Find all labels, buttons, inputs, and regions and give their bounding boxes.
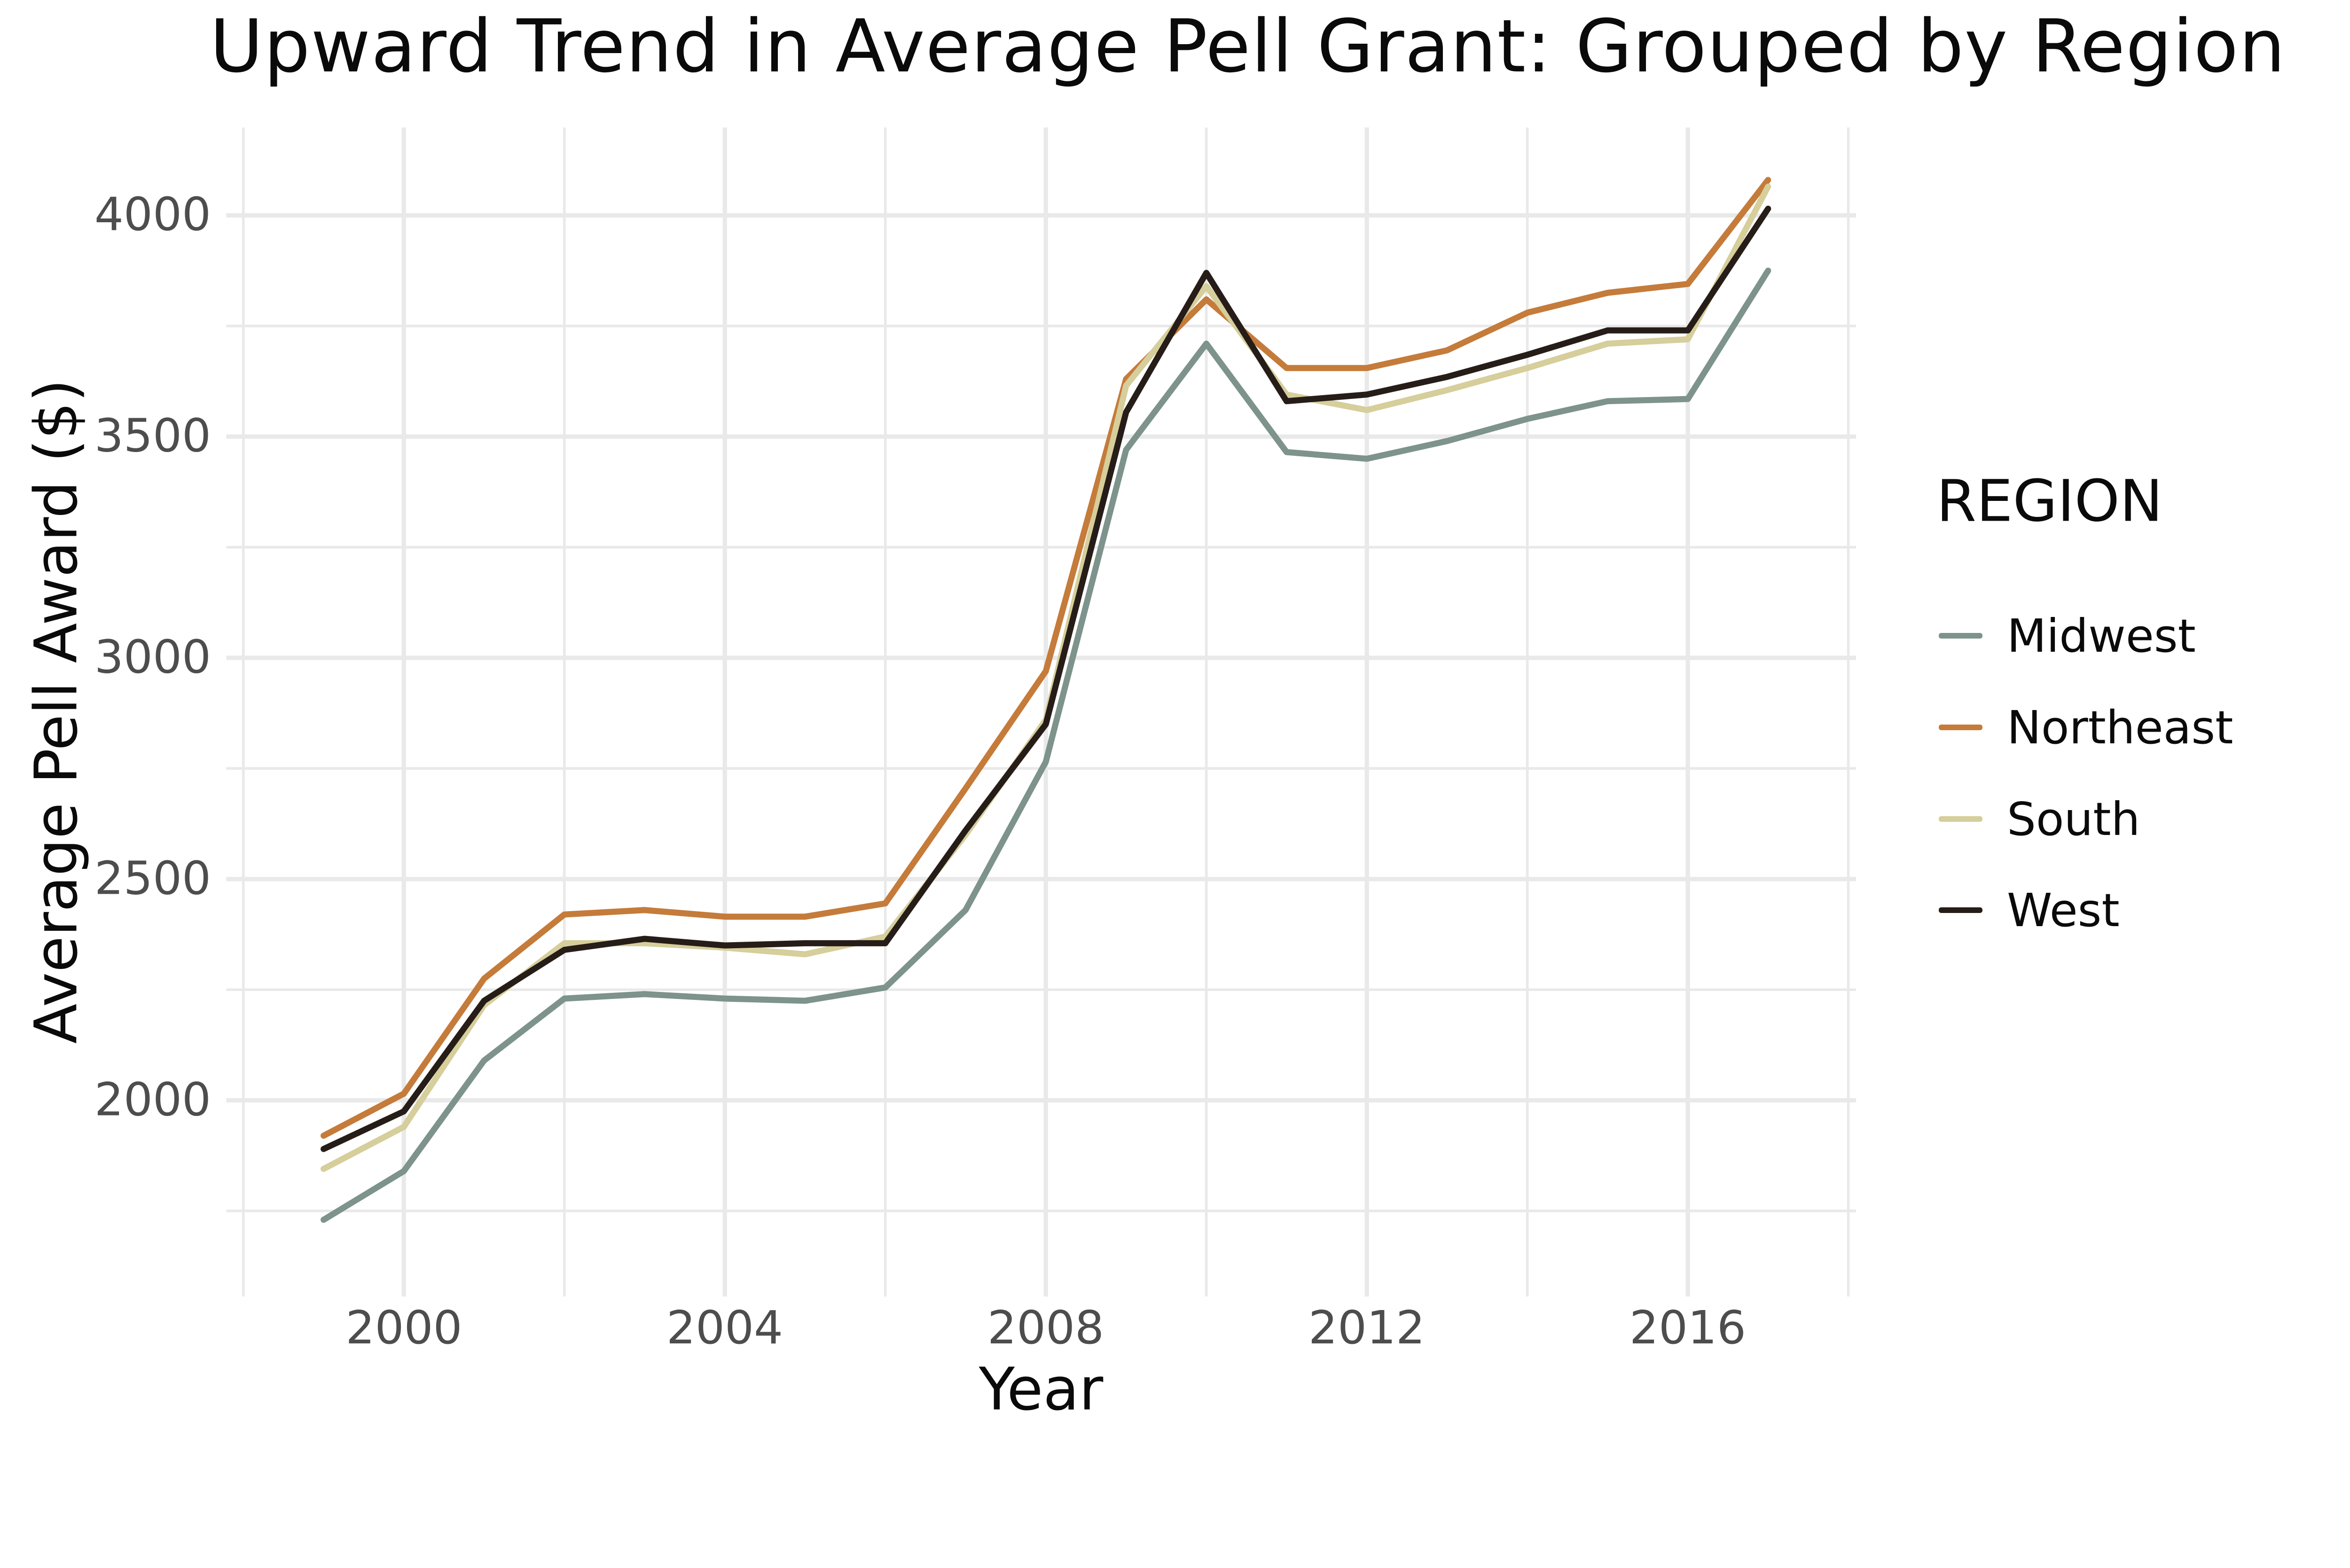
x-tick-label: 2008 — [987, 1301, 1104, 1355]
y-tick-label: 3000 — [94, 630, 212, 684]
y-tick-label: 2500 — [94, 851, 212, 905]
legend-label: Midwest — [2007, 609, 2196, 663]
legend-swatch-northeast — [1939, 724, 1982, 730]
legend-swatch-midwest — [1939, 633, 1982, 639]
legend-label: West — [2007, 883, 2120, 937]
legend-label: South — [2007, 792, 2140, 846]
chart-title: Upward Trend in Average Pell Grant: Grou… — [210, 3, 2286, 89]
x-axis-title: Year — [979, 1355, 1104, 1424]
y-tick-label: 3500 — [94, 408, 212, 462]
x-tick-label: 2016 — [1629, 1301, 1747, 1355]
pell-grant-line-chart: Upward Trend in Average Pell Grant: Grou… — [22, 3, 2286, 1424]
y-tick-label: 4000 — [94, 187, 212, 241]
y-axis-title: Average Pell Award ($) — [22, 379, 91, 1044]
x-tick-label: 2012 — [1308, 1301, 1426, 1355]
legend-label: Northeast — [2007, 700, 2233, 754]
x-tick-label: 2000 — [345, 1301, 462, 1355]
legend-title: REGION — [1936, 467, 2163, 535]
series-line-west — [321, 205, 1771, 1152]
x-tick-label: 2004 — [666, 1301, 783, 1355]
series-line-northeast — [321, 177, 1771, 1139]
legend-swatch-south — [1939, 816, 1982, 822]
y-tick-label: 2000 — [94, 1072, 212, 1126]
plot-area — [226, 127, 1856, 1297]
series-line-midwest — [321, 267, 1771, 1223]
legend-swatch-west — [1939, 907, 1982, 913]
